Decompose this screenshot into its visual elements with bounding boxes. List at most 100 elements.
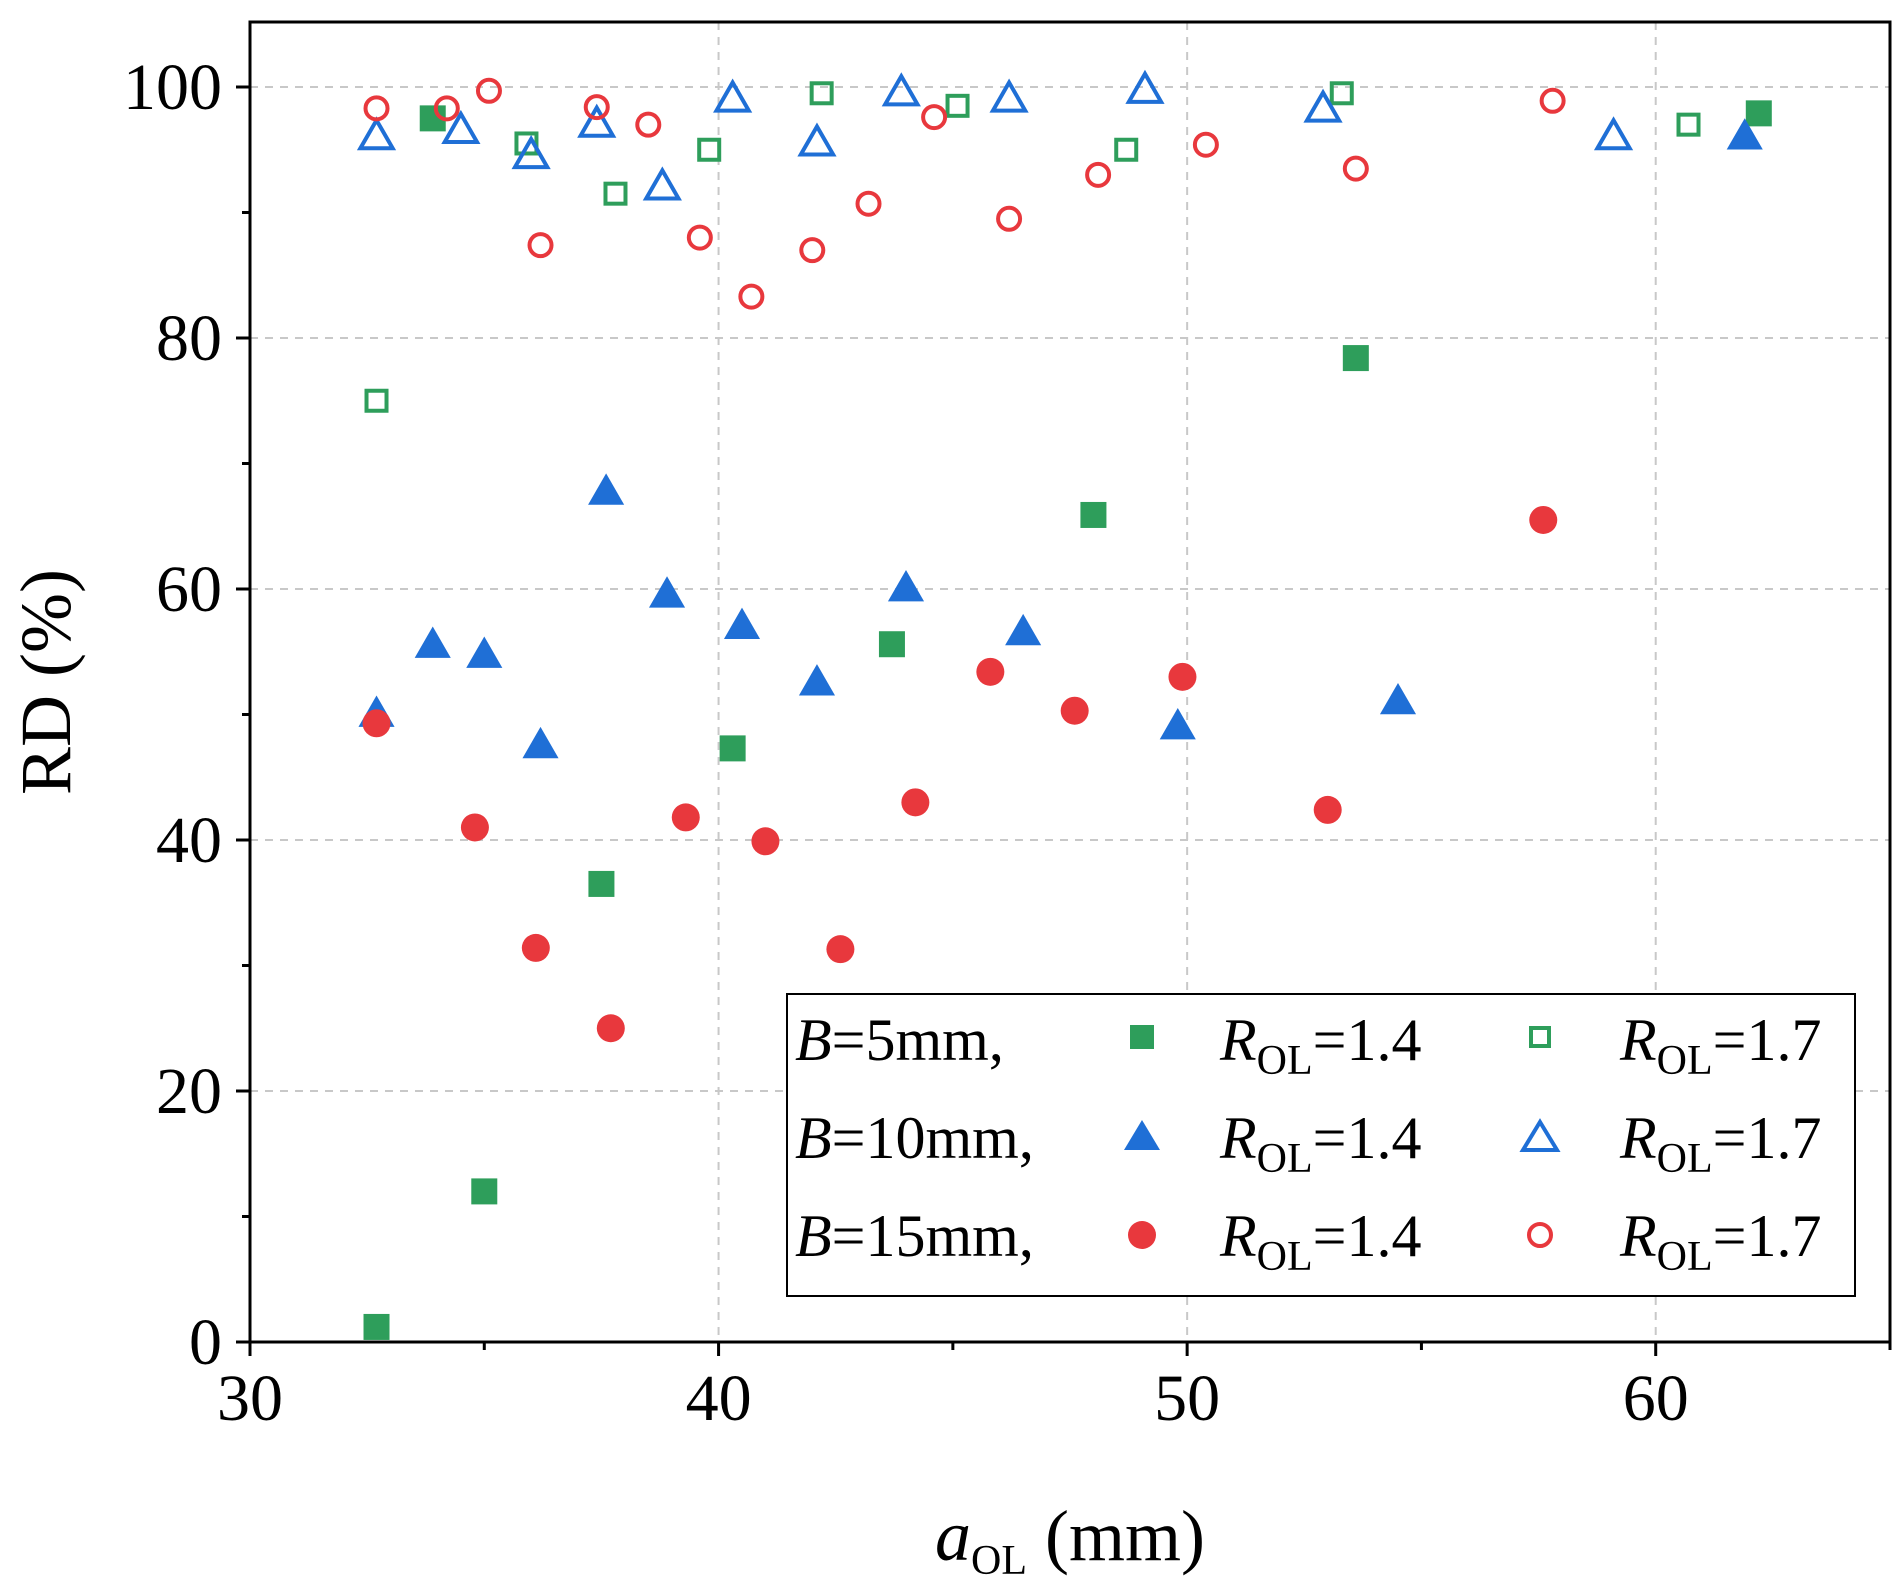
data-point-circle-filled — [671, 803, 700, 832]
data-point-circle-open — [855, 190, 882, 217]
legend-marker-square-filled — [1130, 1025, 1154, 1049]
data-point-circle-filled — [596, 1014, 625, 1043]
legend-row-3-r14: ROL=1.4 — [1219, 1203, 1422, 1280]
data-point-circle-filled — [362, 709, 391, 738]
data-point-circle-open — [799, 237, 826, 264]
data-point-circle-open — [363, 95, 390, 122]
data-point-triangle-open — [642, 166, 682, 201]
data-point-circle-open — [1539, 87, 1566, 114]
data-point-circle-open — [583, 94, 610, 121]
data-point-circle-open — [996, 205, 1023, 232]
legend-row-1-b: B=5mm, — [795, 1007, 1004, 1073]
legend-marker-circle-open — [1527, 1222, 1553, 1248]
legend-row-3-b: B=15mm, — [795, 1203, 1034, 1269]
x-tick-label: 60 — [1623, 1362, 1689, 1435]
data-point-circle-open — [527, 232, 554, 259]
y-tick-label: 60 — [156, 553, 222, 626]
data-point-square-filled — [471, 1178, 498, 1205]
y-axis-title: RD (%) — [6, 569, 86, 795]
y-tick-label: 20 — [156, 1055, 222, 1128]
data-point-circle-filled — [1168, 662, 1197, 691]
data-point-square-open — [603, 181, 628, 206]
data-point-triangle-filled — [522, 726, 559, 759]
data-point-triangle-open — [881, 72, 921, 107]
data-point-triangle-open — [1125, 69, 1165, 104]
data-point-square-filled — [719, 735, 746, 762]
legend-row-1-r17: ROL=1.7 — [1619, 1007, 1822, 1084]
data-point-circle-filled — [976, 657, 1005, 686]
data-point-triangle-filled — [1005, 613, 1042, 646]
data-point-square-filled — [1745, 100, 1772, 127]
data-point-circle-open — [1342, 155, 1369, 182]
data-point-triangle-open — [989, 78, 1029, 113]
data-point-triangle-open — [441, 109, 481, 144]
data-point-triangle-open — [577, 103, 617, 138]
data-point-triangle-filled — [466, 636, 503, 668]
x-tick-label: 50 — [1154, 1362, 1220, 1435]
data-point-square-open — [809, 81, 834, 106]
data-point-triangle-open — [511, 135, 551, 170]
legend-marker-circle-filled — [1128, 1221, 1156, 1249]
data-point-triangle-filled — [798, 664, 836, 696]
x-axis-title-main: a — [935, 1496, 971, 1576]
data-point-square-filled — [1342, 345, 1369, 372]
y-tick-label: 80 — [156, 302, 222, 375]
data-point-circle-filled — [826, 935, 855, 964]
data-point-triangle-filled — [1726, 118, 1763, 150]
data-point-triangle-open — [797, 122, 837, 157]
legend-marker-triangle-filled — [1124, 1120, 1160, 1150]
y-tick-label: 40 — [156, 804, 222, 877]
data-point-triangle-filled — [887, 570, 925, 602]
data-point-triangle-open — [713, 78, 753, 113]
data-point-square-open — [364, 388, 389, 413]
data-point-circle-open — [1085, 161, 1112, 188]
y-tick-label: 100 — [123, 51, 222, 124]
legend: B=5mm, ROL=1.4 ROL=1.7 B=10mm, ROL=1.4 R… — [786, 993, 1856, 1297]
data-point-square-filled — [878, 631, 905, 658]
data-point-circle-open — [686, 224, 713, 251]
data-point-circle-open — [738, 283, 765, 310]
data-point-circle-filled — [1529, 505, 1558, 534]
data-point-square-open — [1329, 81, 1354, 106]
data-point-triangle-filled — [588, 473, 625, 505]
data-point-circle-filled — [901, 788, 930, 817]
plot-frame — [248, 20, 1892, 1344]
data-point-triangle-filled — [1159, 708, 1196, 740]
data-point-circle-filled — [1313, 795, 1342, 824]
legend-row-2-r14: ROL=1.4 — [1219, 1105, 1422, 1182]
data-point-triangle-open — [356, 116, 397, 151]
data-point-circle-open — [475, 77, 502, 104]
data-point-triangle-filled — [414, 626, 451, 658]
y-tick-label: 0 — [189, 1306, 222, 1379]
data-point-circle-open — [1192, 131, 1219, 158]
x-axis-title-sub: OL — [971, 1538, 1027, 1584]
data-point-triangle-open — [1303, 88, 1343, 123]
legend-box — [786, 993, 1856, 1297]
x-axis-title-unit: (mm) — [1027, 1496, 1205, 1576]
data-point-square-open — [1676, 112, 1701, 137]
x-tick-label: 40 — [686, 1362, 752, 1435]
data-point-triangle-open — [1593, 116, 1634, 151]
data-point-square-open — [1114, 137, 1139, 162]
data-point-circle-filled — [751, 827, 780, 856]
data-point-triangle-filled — [1379, 682, 1417, 715]
legend-row-2-r17: ROL=1.7 — [1619, 1105, 1822, 1182]
data-point-square-filled — [588, 870, 615, 897]
data-point-circle-filled — [1060, 696, 1089, 725]
legend-row-3-r17: ROL=1.7 — [1619, 1203, 1822, 1280]
legend-row-2-b: B=10mm, — [795, 1105, 1034, 1171]
points-layer — [356, 69, 1772, 1340]
legend-marker-square-open — [1529, 1026, 1551, 1048]
data-point-square-filled — [363, 1313, 390, 1340]
legend-row-1-r14: ROL=1.4 — [1219, 1007, 1422, 1084]
data-point-circle-open — [635, 111, 662, 138]
data-point-triangle-filled — [648, 576, 686, 608]
tick-layer: 30 40 50 60 0 20 40 60 80 100 — [123, 51, 1892, 1435]
legend-marker-triangle-open — [1519, 1118, 1561, 1152]
x-tick-label: 30 — [217, 1362, 283, 1435]
data-point-square-filled — [1080, 501, 1107, 528]
data-point-triangle-filled — [723, 607, 761, 639]
data-point-circle-filled — [460, 813, 489, 842]
data-point-square-open — [697, 137, 722, 162]
